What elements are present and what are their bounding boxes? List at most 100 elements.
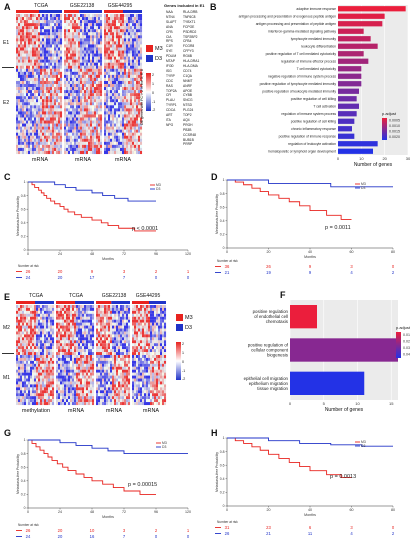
heatmap-cell <box>52 87 55 91</box>
heatmap-cell <box>110 23 113 27</box>
heatmap-cell <box>94 68 97 72</box>
heatmap-cell <box>36 375 39 379</box>
heatmap-cell <box>30 150 33 155</box>
heatmap-cell <box>64 343 67 347</box>
heatmap-cell <box>140 65 143 69</box>
heatmap-cell <box>136 138 139 142</box>
heatmap-cell <box>22 387 25 391</box>
heatmap-cell <box>58 84 61 88</box>
heatmap-cell <box>16 366 19 370</box>
heatmap-cell <box>36 334 39 338</box>
x-tick-label: 0 <box>27 252 29 256</box>
heatmap-cell <box>30 349 33 353</box>
heatmap-cell <box>64 360 67 364</box>
heatmap-cell <box>126 65 129 69</box>
heatmap-cell <box>74 93 77 97</box>
category-label: adaptive immune response <box>296 7 336 11</box>
heatmap-cell <box>60 111 63 115</box>
heatmap-cell <box>20 360 23 364</box>
heatmap-cell <box>60 387 63 391</box>
heatmap-cell <box>122 105 125 109</box>
heatmap-cell <box>90 120 93 124</box>
heatmap-cell <box>78 20 81 24</box>
heatmap-cell <box>16 381 19 385</box>
heatmap-cell <box>130 114 133 118</box>
heatmap-cell <box>56 378 59 382</box>
heatmap-cell <box>114 68 117 72</box>
heatmap-cell <box>38 20 41 24</box>
heatmap-cell <box>92 102 95 106</box>
heatmap-cell <box>102 328 105 332</box>
heatmap-cell <box>128 80 131 85</box>
heatmap-cell <box>104 59 107 63</box>
heatmap-cell <box>80 334 83 338</box>
heatmap-cell <box>96 346 99 350</box>
heatmap-cell <box>24 349 27 353</box>
heatmap-cell <box>126 337 129 341</box>
heatmap-cell <box>76 117 79 121</box>
heatmap-cell <box>118 363 121 367</box>
heatmap-cell <box>90 340 93 344</box>
heatmap-cell <box>116 53 119 57</box>
heatmap-cell <box>60 38 63 42</box>
heatmap-cell <box>82 393 85 397</box>
heatmap <box>16 10 143 155</box>
heatmap-cell <box>82 343 85 347</box>
heatmap-cell <box>52 47 55 51</box>
heatmap-cell <box>30 102 33 106</box>
heatmap-cell <box>102 366 105 370</box>
heatmap-cell <box>42 363 45 367</box>
heatmap-cell <box>98 328 101 332</box>
heatmap-cell <box>44 102 47 106</box>
heatmap-cell <box>52 74 55 78</box>
heatmap-cell <box>116 14 119 18</box>
heatmap-cell <box>96 307 99 311</box>
heatmap-cell <box>100 305 103 308</box>
heatmap-cell <box>34 352 37 356</box>
heatmap-cell <box>140 47 143 51</box>
heatmap-cell <box>24 62 27 66</box>
heatmap-cell <box>140 68 143 72</box>
heatmap-cell <box>98 355 101 358</box>
heatmap-cell <box>84 381 87 385</box>
heatmap-cell <box>24 84 27 88</box>
heatmap-cell <box>110 71 113 75</box>
heatmap-cell <box>122 123 125 127</box>
heatmap-cell <box>18 77 21 81</box>
heatmap-cell <box>122 402 125 406</box>
heatmap-cell <box>36 369 39 373</box>
heatmap-cell <box>24 14 27 18</box>
heatmap-cell <box>22 375 25 379</box>
heatmap-cell <box>36 38 39 42</box>
heatmap-cell <box>44 38 47 42</box>
heatmap-cell <box>140 56 143 60</box>
heatmap-cell <box>52 360 55 364</box>
heatmap-cell <box>80 96 83 100</box>
heatmap-cell <box>128 307 131 311</box>
heatmap-cell <box>116 396 119 400</box>
heatmap-cell <box>44 402 47 406</box>
heatmap-cell <box>122 77 125 81</box>
heatmap-cell <box>38 80 41 85</box>
heatmap-cell <box>50 150 53 155</box>
heatmap-cell <box>100 360 103 364</box>
heatmap-cell <box>78 17 81 21</box>
heatmap-cell <box>26 307 29 311</box>
heatmap-cell <box>86 23 89 27</box>
heatmap-cell <box>50 319 53 323</box>
column-title: TCGA <box>69 293 83 299</box>
heatmap-cell <box>124 96 127 100</box>
heatmap-cell <box>116 366 119 370</box>
heatmap-cell <box>86 132 89 136</box>
heatmap-cell <box>120 132 123 136</box>
heatmap-cell <box>40 108 43 112</box>
heatmap-cell <box>98 144 101 148</box>
heatmap-cell <box>108 62 111 66</box>
heatmap-cell <box>90 328 93 332</box>
heatmap-cell <box>116 363 119 367</box>
heatmap-cell <box>56 360 59 364</box>
heatmap-cell <box>98 316 101 320</box>
heatmap-cell <box>30 84 33 88</box>
group-bar-d3 <box>111 301 130 304</box>
heatmap-cell <box>134 129 137 133</box>
